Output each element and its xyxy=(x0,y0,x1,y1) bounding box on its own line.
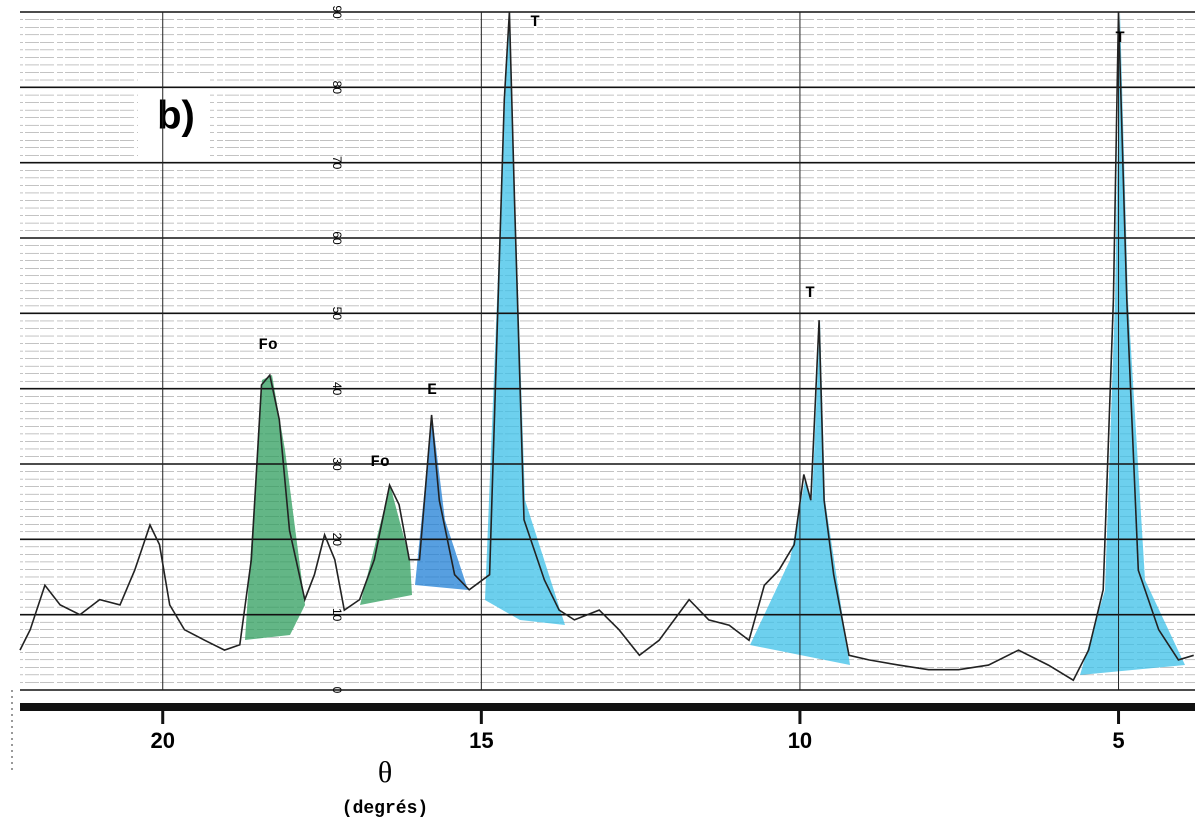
peak-label: T xyxy=(530,13,540,31)
panel-label: b) xyxy=(157,94,195,138)
y-tick-label: 40 xyxy=(330,382,344,396)
y-tick-label: 70 xyxy=(330,156,344,170)
trace xyxy=(19,11,1194,682)
y-tick-label: 20 xyxy=(330,533,344,547)
x-axis-label: θ xyxy=(378,756,392,789)
shade-t xyxy=(485,12,565,625)
x-axis-unit: (degrés) xyxy=(342,799,428,819)
peak-label: T xyxy=(805,284,815,302)
x-tick-label: 10 xyxy=(788,728,812,753)
peak-label: Fo xyxy=(258,336,277,354)
label-box xyxy=(138,78,210,158)
x-tick-label: 15 xyxy=(469,728,493,753)
chart-paper xyxy=(20,12,1195,690)
peak-label: Fo xyxy=(370,453,389,471)
y-tick-label: 30 xyxy=(330,457,344,471)
shade-fo xyxy=(360,485,412,605)
peak-label: T xyxy=(1115,29,1125,47)
y-tick-label: 50 xyxy=(330,307,344,321)
shade-t xyxy=(750,320,850,665)
x-tick-label: 5 xyxy=(1112,728,1124,753)
y-tick-label: 10 xyxy=(330,608,344,622)
y-tick-label: 60 xyxy=(330,231,344,245)
peak-label: E xyxy=(427,381,437,399)
x-axis xyxy=(20,703,1195,711)
y-tick-label: 90 xyxy=(330,5,344,19)
shade-fo xyxy=(245,375,305,640)
shade-t xyxy=(1080,12,1185,675)
y-tick-label: 80 xyxy=(330,81,344,95)
x-tick-label: 20 xyxy=(150,728,174,753)
y-tick-label: 0 xyxy=(330,687,344,694)
